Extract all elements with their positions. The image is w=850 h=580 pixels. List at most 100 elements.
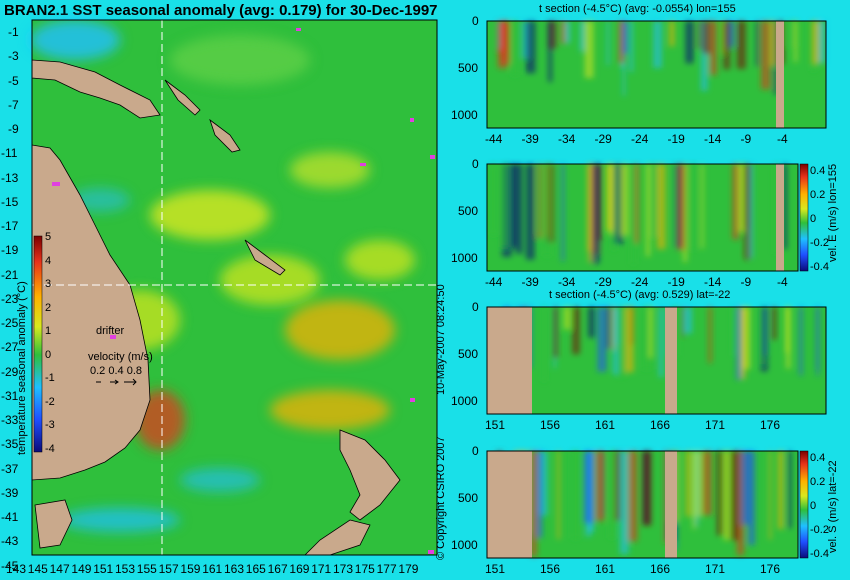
map-lon-tick: 165: [245, 562, 266, 576]
legend-drifter-label: drifter: [96, 325, 125, 337]
land-new-caledonia: [244, 239, 286, 276]
section-land: [665, 451, 677, 558]
section-land: [487, 451, 532, 558]
map-colorbar-tick: 4: [45, 254, 52, 267]
section-y-tick: 1000: [451, 394, 478, 408]
section-y-tick: 0: [472, 300, 479, 314]
section-x-tick: 156: [540, 562, 561, 576]
section-x-tick: 166: [650, 562, 671, 576]
map-lat-tick: -25: [1, 316, 19, 330]
map-lat-tick: -33: [1, 413, 19, 427]
section-x-tick: 161: [595, 418, 616, 432]
map-colorbar: [33, 235, 43, 453]
section-x-tick: 156: [540, 418, 561, 432]
section-y-tick: 0: [472, 157, 479, 171]
panel-1-title: t section (-4.5°C) (avg: -0.0554) lon=15…: [539, 3, 736, 15]
map-lon-tick: 143: [6, 562, 27, 576]
section-y-tick: 500: [458, 347, 479, 361]
velocity-legend-arrows: [96, 378, 137, 386]
land-nz-north: [339, 429, 401, 521]
section-panel-4: [486, 450, 809, 559]
section-y-tick: 0: [472, 14, 479, 28]
section-y-tick: 1000: [451, 251, 478, 265]
section-colorbar-tick: 0.2: [810, 476, 826, 488]
section-y-tick: 1000: [451, 108, 478, 122]
section-colorbar-tick: -0.4: [810, 261, 829, 273]
map-lat-tick: -19: [1, 243, 19, 258]
section-x-tick: -4: [777, 132, 788, 146]
map-lon-tick: 151: [93, 562, 114, 576]
section-colorbar-tick: 0.4: [810, 165, 826, 177]
section-x-tick: 171: [705, 562, 726, 576]
map-lat-tick: -11: [1, 146, 18, 161]
section-x-tick: -24: [631, 275, 649, 289]
section-colorbar-tick: -0.2: [810, 524, 829, 536]
map-lat-tick: -23: [1, 291, 19, 306]
map-lat-tick: -15: [1, 194, 19, 209]
map-lon-tick: 157: [158, 562, 179, 576]
map-lon-tick: 171: [311, 562, 332, 576]
map-lon-tick: 159: [180, 562, 201, 576]
section-y-tick: 0: [472, 444, 479, 458]
section-colorbar-tick: 0.4: [810, 452, 826, 464]
map-colorbar-tick: 3: [45, 278, 52, 290]
map-lon-tick: 179: [398, 562, 419, 576]
section-x-tick: 171: [705, 418, 726, 432]
land-australia: [31, 144, 151, 481]
map-lon-tick: 163: [224, 562, 245, 576]
section-x-tick: -29: [594, 132, 612, 146]
section-colorbar-tick: 0.2: [810, 189, 826, 201]
section-land: [487, 307, 532, 414]
legend-drifter-marker: [110, 335, 116, 339]
map-lat-tick: -13: [1, 170, 19, 185]
map-lon-tick: 167: [267, 562, 288, 576]
map-colorbar-tick: 2: [45, 301, 52, 314]
map-lat-tick: -27: [1, 340, 19, 355]
section-panel-1: [486, 20, 827, 129]
map-colorbar-tick: 0: [45, 348, 52, 361]
section-panel-2: [486, 163, 809, 272]
section-y-tick: 1000: [451, 538, 478, 552]
map-title: BRAN2.1 SST seasonal anomaly (avg: 0.179…: [4, 2, 438, 19]
map-lon-tick: 153: [115, 562, 136, 576]
section-x-tick: -24: [631, 132, 649, 146]
map-colorbar-tick: -4: [45, 442, 55, 455]
section-y-tick: 500: [458, 61, 479, 75]
panel-3-title: t section (-4.5°C) (avg: 0.529) lat=-22: [549, 289, 731, 301]
section-colorbar: [799, 163, 809, 272]
section-x-tick: -19: [667, 132, 685, 146]
map-lon-tick: 169: [289, 562, 310, 576]
land-solomons: [164, 79, 201, 116]
map-lon-tick: 173: [333, 562, 354, 576]
section-land: [776, 21, 784, 128]
map-lat-tick: -41: [1, 510, 19, 524]
section-colorbar: [799, 450, 809, 559]
section-x-tick: -34: [558, 275, 576, 289]
map-lon-tick: 175: [354, 562, 375, 576]
section-x-tick: 161: [595, 562, 616, 576]
map-lon-tick: 145: [27, 562, 48, 576]
drifter-markers: [52, 28, 435, 554]
map-lat-tick: -7: [8, 97, 19, 112]
panel-2-colorbar-label: vel. E (m/s) lon=155: [827, 163, 839, 262]
map-lon-tick: 161: [202, 562, 223, 576]
land-tasmania: [34, 499, 73, 549]
section-x-tick: -44: [485, 132, 503, 146]
section-x-tick: -9: [740, 132, 752, 146]
section-x-tick: 176: [760, 418, 781, 432]
section-panel-3: [486, 306, 827, 415]
map-lat-tick: -31: [1, 388, 19, 403]
section-x-tick: -14: [704, 275, 722, 289]
map-lat-tick: -35: [1, 437, 19, 452]
map-colorbar-tick: 1: [45, 325, 52, 337]
section-colorbar-tick: 0: [810, 500, 817, 512]
section-colorbar-tick: 0: [810, 213, 817, 225]
section-x-tick: -34: [558, 132, 576, 146]
map-lat-tick: -3: [8, 49, 19, 64]
section-x-tick: 166: [650, 418, 671, 432]
section-x-tick: -9: [740, 275, 752, 289]
section-colorbar-tick: -0.2: [810, 237, 829, 249]
map-colorbar-tick: -3: [45, 419, 55, 431]
copyright: © Copyright CSIRO 2007: [435, 436, 447, 560]
